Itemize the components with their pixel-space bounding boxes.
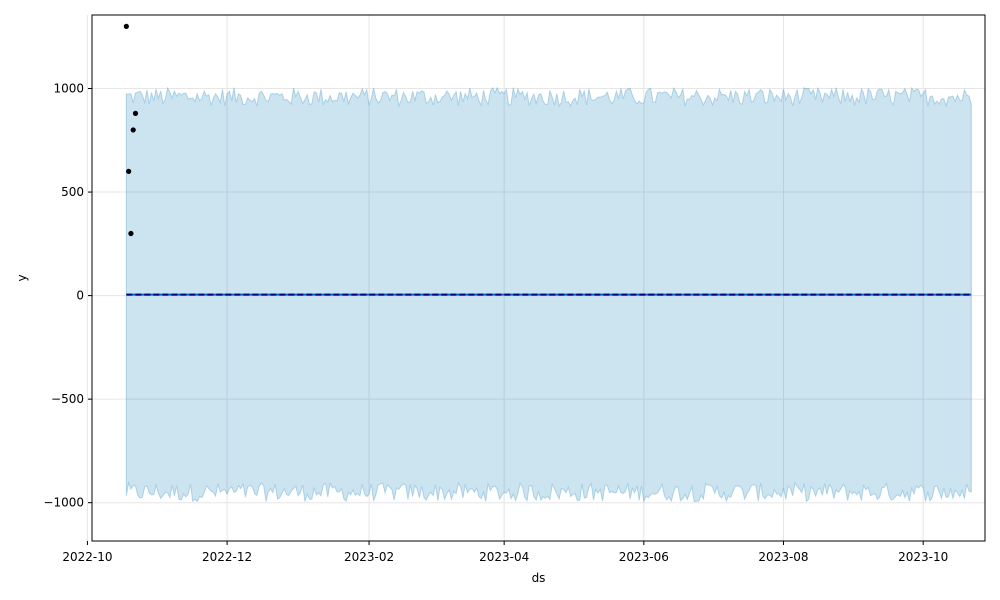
y-tick-label: −500 (51, 392, 84, 406)
observed-point (128, 230, 134, 237)
y-tick-label: 500 (61, 185, 84, 199)
x-tick-label: 2023-02 (344, 550, 394, 564)
x-tick-label: 2022-12 (202, 550, 252, 564)
grid-lines (86, 15, 985, 541)
y-tick-label: −1000 (43, 496, 84, 510)
observed-point (126, 168, 132, 174)
observed-points (123, 23, 139, 237)
axis-ticks: 2022-10 2022-12 2023-02 2023-04 2023-06 2023-… (43, 82, 948, 564)
x-tick-label: 2023-10 (898, 550, 948, 564)
x-tick-label: 2023-04 (479, 550, 529, 564)
x-tick-label: 2023-06 (619, 550, 669, 564)
y-axis-label: y (15, 274, 29, 281)
x-axis-label: ds (532, 571, 546, 585)
x-tick-label: 2022-10 (62, 550, 112, 564)
y-tick-label: 0 (76, 289, 84, 303)
y-tick-label: 1000 (53, 82, 84, 96)
observed-point (123, 23, 129, 29)
x-tick-label: 2023-08 (758, 550, 808, 564)
observed-point (132, 110, 139, 116)
observed-point (130, 127, 136, 133)
plot-frame (91, 14, 986, 542)
